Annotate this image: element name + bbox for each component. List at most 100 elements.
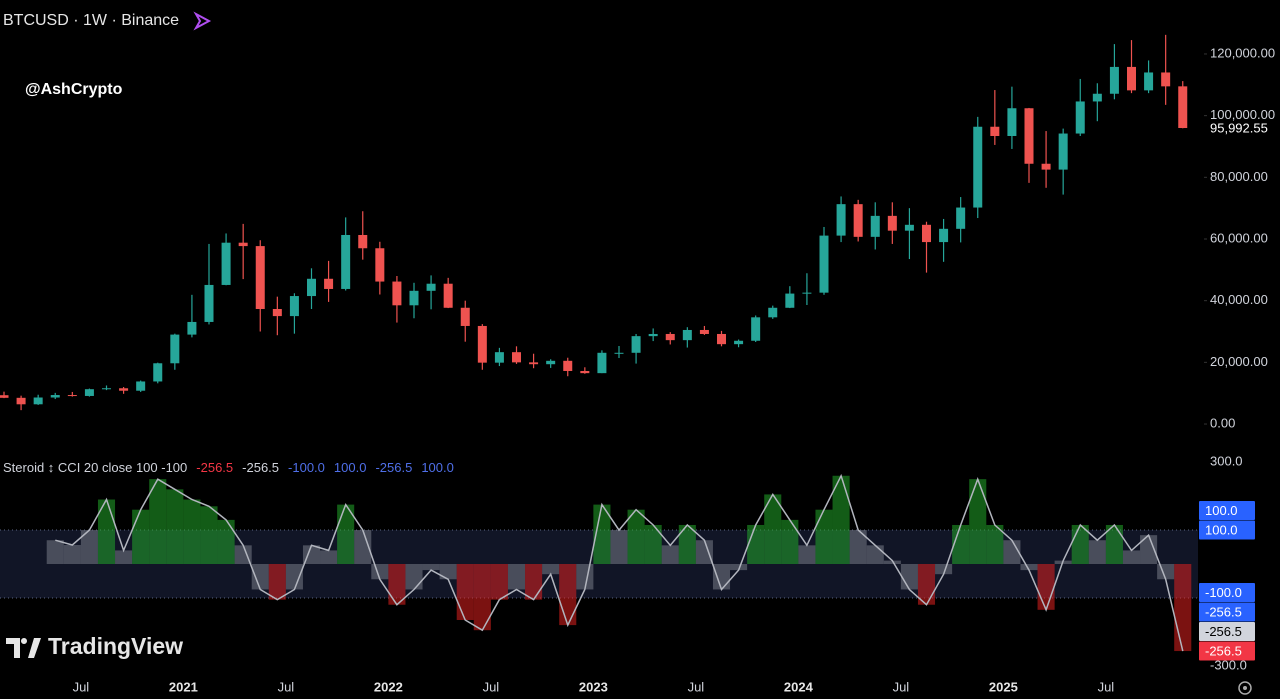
- cci-fill: [507, 564, 526, 590]
- candle-body: [734, 340, 744, 345]
- y-tick-label: 80,000.00: [1210, 169, 1268, 184]
- candle-body: [1144, 72, 1154, 91]
- cci-fill: [80, 530, 98, 564]
- candle-body: [580, 370, 590, 374]
- candle-body: [1178, 86, 1188, 129]
- candle-body: [477, 325, 487, 363]
- cci-fill: [1157, 564, 1175, 580]
- cci-fill: [1105, 524, 1123, 564]
- indicator-legend: Steroid ↕ CCI 20 close 100 -100 -256.5 -25…: [3, 460, 454, 475]
- symbol-title: BTCUSD · 1W · Binance: [3, 12, 179, 29]
- candle-body: [289, 296, 299, 317]
- cci-fill: [986, 524, 1004, 564]
- candle-body: [204, 284, 214, 322]
- cci-fill: [354, 530, 372, 564]
- legend-value: -256.5: [242, 460, 279, 475]
- x-tick-label: Jul: [688, 679, 705, 694]
- cci-fill: [183, 499, 201, 564]
- cci-fill: [917, 564, 936, 605]
- legend-value: -256.5: [196, 460, 233, 475]
- cci-fill: [593, 504, 611, 564]
- candle-body: [324, 278, 334, 289]
- candle-body: [1161, 72, 1171, 87]
- cci-fill: [1003, 540, 1021, 564]
- candle-body: [648, 333, 658, 337]
- axis-marker-box: [1199, 501, 1255, 521]
- axis-marker-box: [1199, 641, 1255, 661]
- candle-body: [67, 395, 77, 397]
- candle-body: [1075, 101, 1085, 134]
- cci-fill: [439, 564, 457, 580]
- brand-logo[interactable]: TradingView: [6, 633, 183, 659]
- candle-body: [682, 329, 692, 341]
- cci-fill: [695, 540, 713, 564]
- cci-fill: [678, 524, 696, 564]
- settings-button[interactable]: [1238, 681, 1252, 695]
- cci-fill: [832, 475, 850, 564]
- axis-marker-label: 100.0: [1205, 522, 1238, 537]
- candle-body: [221, 242, 231, 285]
- candle-body: [973, 126, 983, 208]
- candle-body: [768, 307, 778, 318]
- candle-body: [990, 126, 1000, 136]
- cci-fill: [747, 524, 765, 564]
- candle-body: [853, 204, 863, 237]
- watermark: @AshCrypto: [25, 81, 123, 98]
- cci-fill: [132, 509, 150, 564]
- x-tick-label: 2021: [169, 679, 198, 694]
- cci-fill: [764, 494, 782, 564]
- cci-fill: [490, 564, 508, 600]
- cci-fill: [900, 564, 918, 590]
- settings-icon: [1238, 681, 1252, 695]
- x-tick-label: 2024: [784, 679, 814, 694]
- cci-fill: [456, 564, 474, 620]
- cci-fill: [268, 564, 286, 600]
- cci-fill: [559, 564, 577, 626]
- plugin-icon[interactable]: [193, 11, 212, 31]
- cci-fill: [115, 550, 133, 564]
- candle-body: [529, 362, 539, 365]
- candle-body: [426, 283, 436, 291]
- candle-body: [1041, 163, 1051, 170]
- cci-fill: [1122, 550, 1141, 564]
- candle-body: [1058, 133, 1068, 170]
- x-tick-label: 2023: [579, 679, 608, 694]
- cci-fill: [935, 564, 953, 575]
- cci-fill: [473, 564, 491, 631]
- cci-fill: [1037, 564, 1055, 610]
- axis-marker-label: -100.0: [1205, 585, 1242, 600]
- brand-icon: [6, 637, 41, 658]
- cci-fill: [234, 545, 252, 564]
- cci-fill: [644, 524, 662, 564]
- y-tick-label: 300.0: [1210, 454, 1243, 469]
- cci-fill: [97, 499, 116, 564]
- axis-marker-box: [1199, 520, 1255, 540]
- candle-body: [50, 395, 60, 398]
- y-tick-label: 40,000.00: [1210, 292, 1268, 307]
- candle-body: [1092, 93, 1102, 102]
- cci-fill: [849, 530, 867, 564]
- candle-body: [665, 333, 675, 341]
- candle-body: [1127, 66, 1136, 91]
- cci-fill: [712, 564, 731, 590]
- axis-marker-label: -256.5: [1205, 643, 1242, 658]
- candle-body: [836, 204, 846, 236]
- x-tick-label: Jul: [73, 679, 90, 694]
- candle-body: [443, 283, 453, 308]
- settings-icon-dot: [1243, 686, 1247, 690]
- indicator-name: Steroid ↕ CCI 20 close 100 -100: [3, 460, 187, 475]
- candle-body: [392, 281, 402, 306]
- candle-body: [136, 381, 146, 391]
- candle-body: [341, 234, 351, 289]
- cci-fill: [627, 509, 645, 564]
- cci-fill: [815, 509, 833, 564]
- cci-fill: [388, 564, 406, 605]
- cci-fill: [866, 545, 884, 564]
- candle-body: [272, 309, 282, 317]
- y-tick-label: 0.00: [1210, 415, 1235, 430]
- cci-fill: [883, 560, 901, 564]
- candle-body: [16, 397, 26, 405]
- candle-body: [904, 224, 914, 231]
- cci-fill: [337, 504, 355, 564]
- candle-body: [494, 352, 504, 363]
